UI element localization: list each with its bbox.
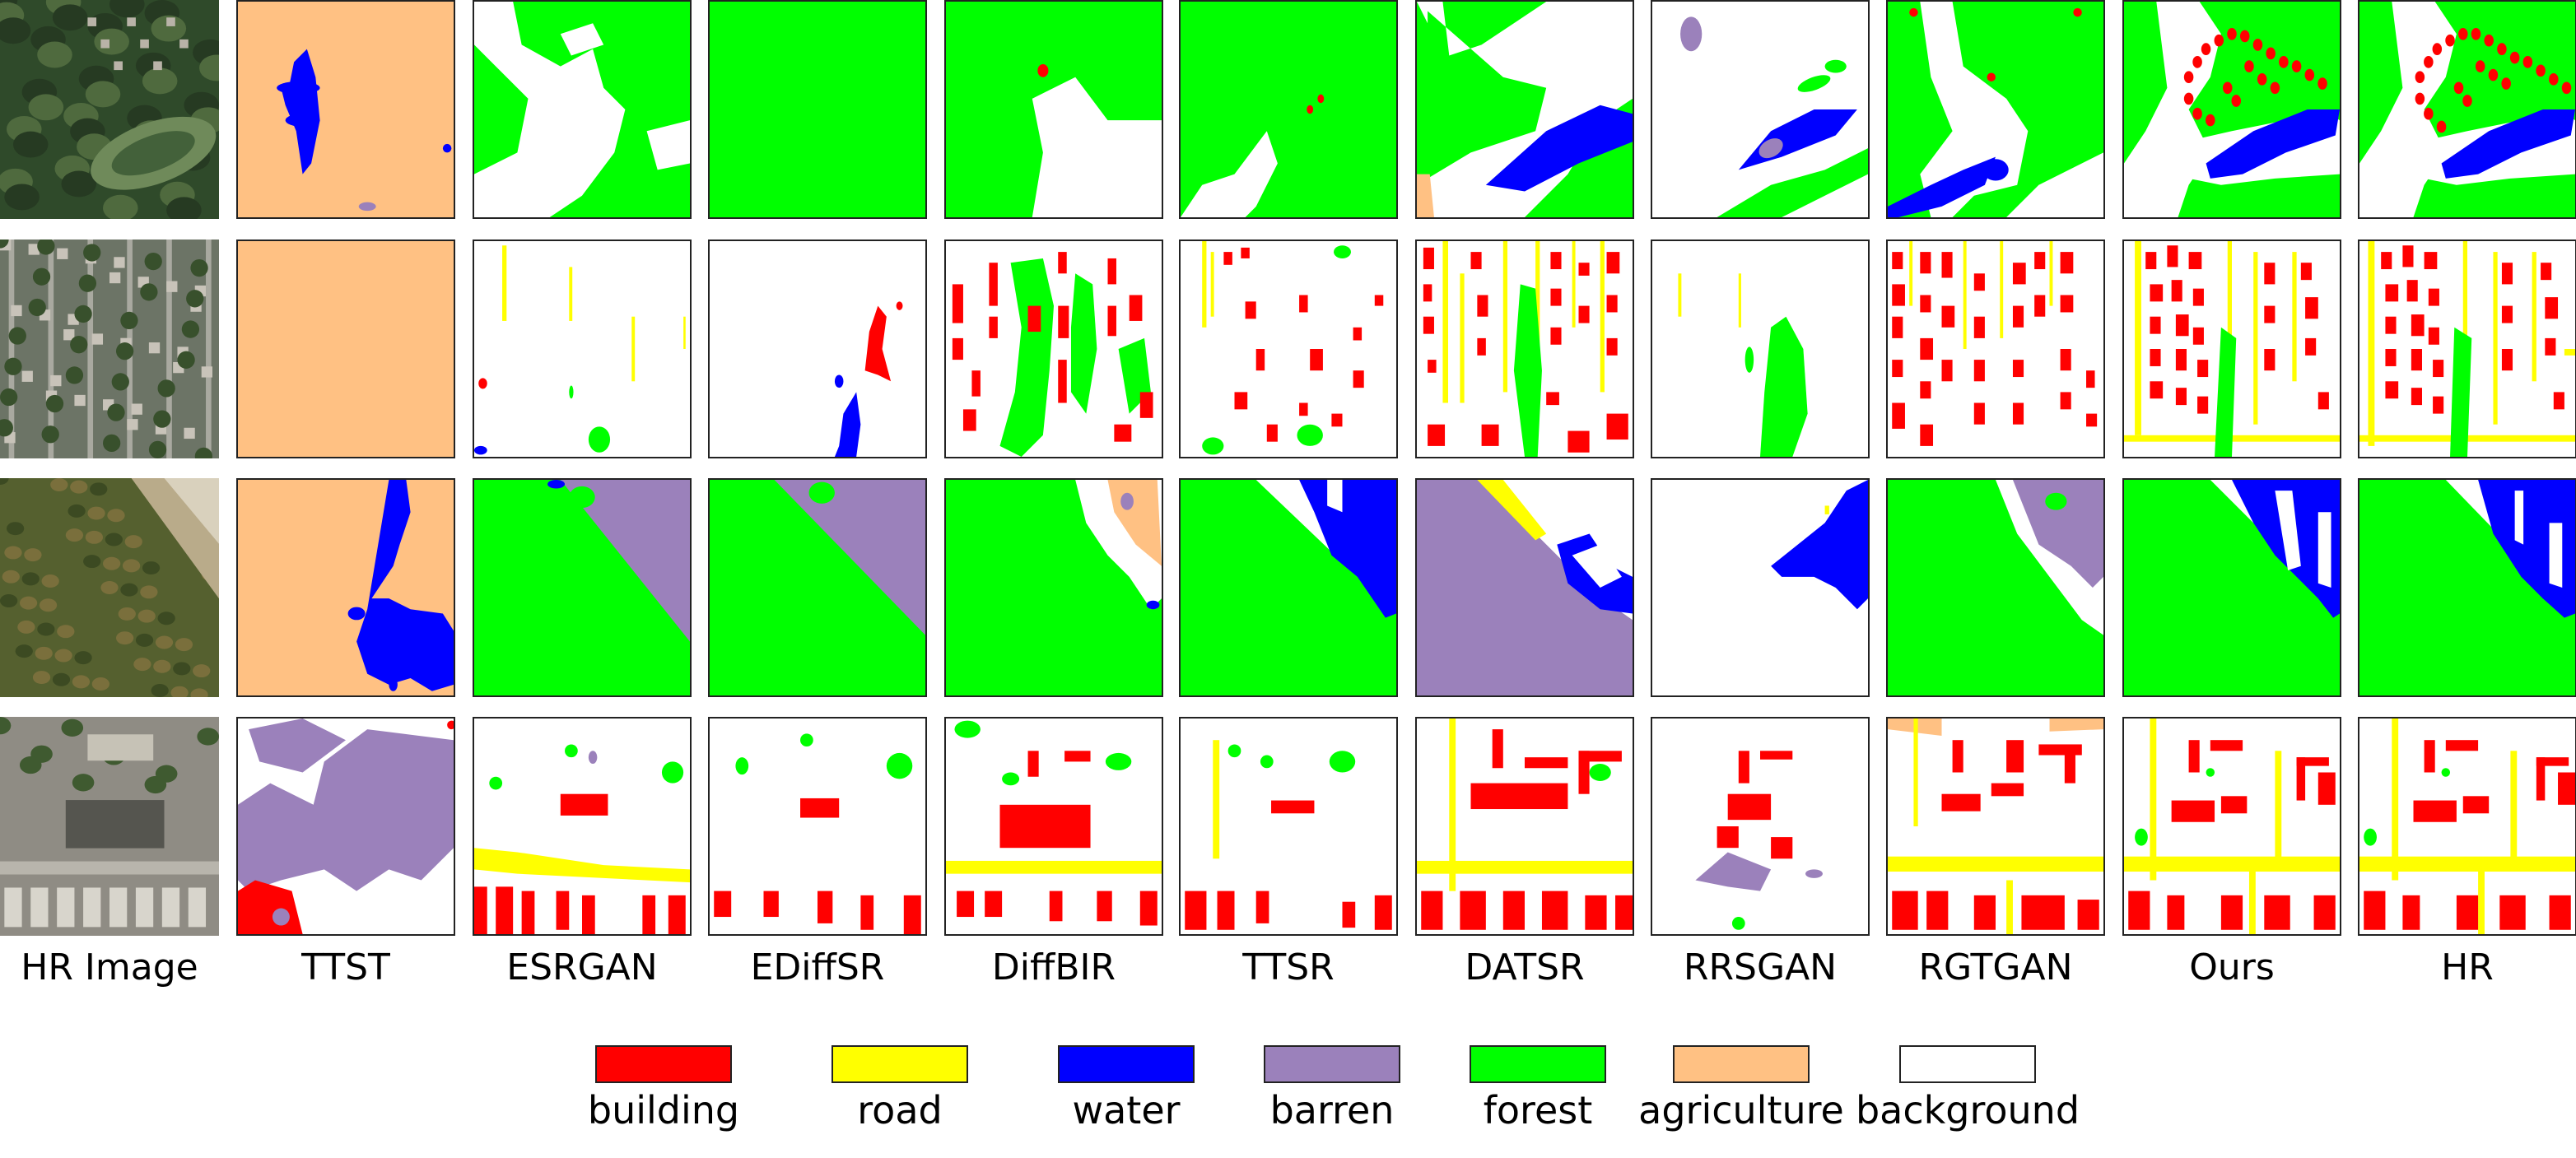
segmentation-map-datsr-row-3 [1415, 478, 1634, 697]
column-label-ediffsr: EDiffSR [750, 946, 885, 988]
column-label-datsr: DATSR [1465, 946, 1585, 988]
segmentation-map-ttst-row-4 [236, 717, 455, 936]
column-label-ttst: TTST [301, 946, 390, 988]
segmentation-map-diffbir-row-4 [944, 717, 1163, 936]
legend-swatch-background [1899, 1045, 2036, 1083]
legend-label-water: water [1072, 1088, 1181, 1132]
column-label-ours: Ours [2189, 946, 2275, 988]
legend-swatch-barren [1264, 1045, 1400, 1083]
legend-label-forest: forest [1483, 1088, 1593, 1132]
segmentation-map-ediffsr-row-1 [708, 0, 927, 219]
segmentation-map-diffbir-row-1 [944, 0, 1163, 219]
segmentation-map-rgtgan-row-4 [1886, 717, 2105, 936]
segmentation-map-rgtgan-row-3 [1886, 478, 2105, 697]
legend-swatch-water [1058, 1045, 1195, 1083]
aerial-image-row-2 [0, 240, 219, 458]
segmentation-map-diffbir-row-3 [944, 478, 1163, 697]
segmentation-map-ttsr-row-3 [1179, 478, 1398, 697]
segmentation-map-hr-row-2 [2358, 240, 2576, 458]
segmentation-map-ttst-row-1 [236, 0, 455, 219]
segmentation-map-ttsr-row-2 [1179, 240, 1398, 458]
aerial-image-row-1 [0, 0, 219, 219]
column-label-diffbir: DiffBIR [991, 946, 1116, 988]
segmentation-map-esrgan-row-2 [473, 240, 692, 458]
segmentation-map-rrsgan-row-4 [1651, 717, 1870, 936]
aerial-image-row-3 [0, 478, 219, 697]
segmentation-map-rgtgan-row-2 [1886, 240, 2105, 458]
legend-label-barren: barren [1269, 1088, 1395, 1132]
segmentation-map-esrgan-row-3 [473, 478, 692, 697]
segmentation-map-ttsr-row-4 [1179, 717, 1398, 936]
segmentation-map-rgtgan-row-1 [1886, 0, 2105, 219]
legend-label-agriculture: agriculture [1638, 1088, 1844, 1132]
segmentation-map-ours-row-2 [2122, 240, 2341, 458]
segmentation-map-diffbir-row-2 [944, 240, 1163, 458]
segmentation-map-datsr-row-2 [1415, 240, 1634, 458]
segmentation-map-rrsgan-row-2 [1651, 240, 1870, 458]
segmentation-map-ediffsr-row-4 [708, 717, 927, 936]
column-label-rrsgan: RRSGAN [1683, 946, 1838, 988]
legend-label-building: building [587, 1088, 740, 1132]
segmentation-map-ours-row-3 [2122, 478, 2341, 697]
column-label-hr: HR [2441, 946, 2494, 988]
segmentation-map-ours-row-4 [2122, 717, 2341, 936]
segmentation-map-datsr-row-1 [1415, 0, 1634, 219]
aerial-image-row-4 [0, 717, 219, 936]
segmentation-map-ttst-row-3 [236, 478, 455, 697]
segmentation-map-ediffsr-row-2 [708, 240, 927, 458]
column-label-rgtgan: RGTGAN [1918, 946, 2073, 988]
segmentation-map-ours-row-1 [2122, 0, 2341, 219]
legend-label-road: road [857, 1088, 943, 1132]
legend-swatch-building [595, 1045, 732, 1083]
segmentation-map-rrsgan-row-3 [1651, 478, 1870, 697]
column-label-ttsr: TTSR [1242, 946, 1335, 988]
segmentation-map-hr-row-3 [2358, 478, 2576, 697]
segmentation-map-ediffsr-row-3 [708, 478, 927, 697]
segmentation-map-esrgan-row-1 [473, 0, 692, 219]
segmentation-map-datsr-row-4 [1415, 717, 1634, 936]
column-label-esrgan: ESRGAN [506, 946, 658, 988]
legend-label-background: background [1855, 1088, 2080, 1132]
legend-swatch-forest [1470, 1045, 1606, 1083]
segmentation-map-rrsgan-row-1 [1651, 0, 1870, 219]
segmentation-map-ttst-row-2 [236, 240, 455, 458]
segmentation-map-esrgan-row-4 [473, 717, 692, 936]
segmentation-map-hr-row-1 [2358, 0, 2576, 219]
column-label-hr-image: HR Image [21, 946, 198, 988]
segmentation-map-ttsr-row-1 [1179, 0, 1398, 219]
legend-swatch-agriculture [1673, 1045, 1810, 1083]
legend-swatch-road [831, 1045, 968, 1083]
segmentation-map-hr-row-4 [2358, 717, 2576, 936]
